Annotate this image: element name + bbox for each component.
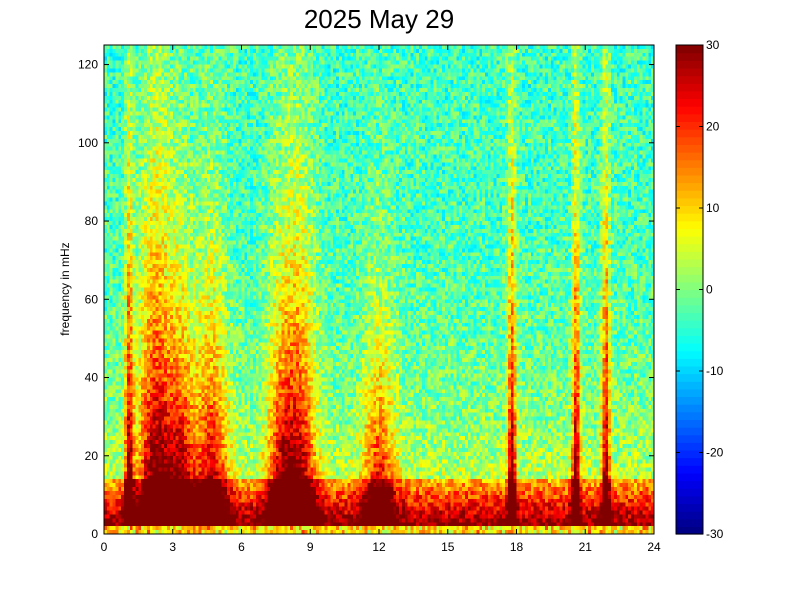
colorbar-step [676, 205, 703, 214]
y-axis-label: frequency in mHz [58, 242, 72, 335]
colorbar-step [676, 159, 703, 168]
colorbar-step [676, 404, 703, 413]
colorbar-step [676, 190, 703, 199]
colorbar-step [676, 243, 703, 252]
colorbar-step [676, 442, 703, 451]
colorbar-step [676, 83, 703, 92]
colorbar-step [676, 526, 703, 535]
x-axis: 0 3 6 9 12 15 18 21 24 [101, 45, 661, 554]
x-tick-label: 21 [579, 540, 593, 554]
colorbar-step [676, 121, 703, 130]
colorbar-step [676, 113, 703, 123]
x-tick-label: 18 [510, 540, 524, 554]
y-tick-label: 100 [78, 136, 98, 150]
colorbar-step [676, 449, 703, 459]
colorbar-step [676, 342, 703, 352]
y-tick-label: 120 [78, 58, 98, 72]
colorbar-step [676, 144, 703, 153]
colorbar-step [676, 495, 703, 505]
colorbar-step [676, 174, 703, 184]
colorbar-step [676, 503, 703, 512]
colorbar-step [676, 258, 703, 268]
colorbar-step [676, 60, 703, 69]
colorbar-tick-label: 20 [706, 120, 720, 134]
colorbar-tick-label: -20 [706, 446, 724, 460]
x-tick-label: 15 [441, 540, 455, 554]
colorbar-step [676, 388, 703, 398]
colorbar-step [676, 236, 703, 245]
colorbar-step [676, 90, 703, 100]
colorbar-tick-label: 0 [706, 283, 713, 297]
y-tick-label: 60 [85, 292, 99, 306]
x-tick-label: 6 [238, 540, 245, 554]
colorbar-tick-label: 10 [706, 201, 720, 215]
colorbar-step [676, 151, 703, 161]
colorbar-step [676, 251, 703, 260]
colorbar-step [676, 106, 703, 115]
heatmap-image [104, 45, 654, 534]
y-tick-label: 0 [91, 527, 98, 541]
colorbar-step [676, 518, 703, 527]
colorbar-axis: 30 20 10 0 -10 -20 -30 [676, 38, 724, 541]
colorbar-step [676, 45, 703, 54]
y-axis: 0 20 40 60 80 100 120 [78, 58, 654, 541]
colorbar-step [676, 457, 703, 466]
x-tick-label: 0 [101, 540, 108, 554]
heatmap-cells [104, 45, 654, 534]
colorbar-step [676, 52, 703, 61]
colorbar-step [676, 197, 703, 207]
x-tick-label: 12 [372, 540, 386, 554]
colorbar-step [676, 411, 703, 420]
colorbar-tick-label: -30 [706, 527, 724, 541]
colorbar-step [676, 320, 703, 329]
colorbar-step [676, 327, 703, 336]
colorbar-step [676, 213, 703, 222]
colorbar-step [676, 228, 703, 237]
colorbar-step [676, 350, 703, 359]
x-tick-label: 9 [307, 540, 314, 554]
colorbar-step [676, 297, 703, 306]
colorbar-step [676, 67, 703, 77]
colorbar-step [676, 365, 703, 375]
colorbar [675, 44, 704, 535]
colorbar-step [676, 274, 703, 283]
y-tick-label: 40 [85, 371, 99, 385]
x-tick-label: 3 [169, 540, 176, 554]
colorbar-step [676, 312, 703, 321]
colorbar-step [676, 480, 703, 489]
colorbar-step [676, 419, 703, 428]
colorbar-step [676, 98, 703, 107]
colorbar-step [676, 136, 703, 145]
colorbar-step [676, 289, 703, 298]
colorbar-step [676, 427, 703, 436]
colorbar-step [676, 434, 703, 443]
colorbar-tick-label: 30 [706, 38, 720, 52]
colorbar-step [676, 220, 703, 229]
y-tick-label: 20 [85, 449, 99, 463]
colorbar-step [676, 373, 703, 382]
colorbar-tick-label: -10 [706, 364, 724, 378]
y-tick-label: 80 [85, 214, 99, 228]
x-tick-label: 24 [647, 540, 661, 554]
colorbar-step [676, 396, 703, 405]
colorbar-step [676, 472, 703, 482]
colorbar-step [676, 358, 703, 367]
chart-title: 2025 May 29 [303, 4, 455, 34]
colorbar-step [676, 182, 703, 191]
colorbar-step [676, 465, 703, 474]
colorbar-step [676, 488, 703, 497]
colorbar-step [676, 167, 703, 176]
colorbar-step [676, 266, 703, 275]
colorbar-step [676, 129, 703, 138]
colorbar-step [676, 335, 703, 344]
colorbar-step [676, 75, 703, 84]
colorbar-step [676, 511, 703, 520]
colorbar-step [676, 381, 703, 390]
colorbar-step [676, 281, 703, 291]
colorbar-step [676, 304, 703, 314]
